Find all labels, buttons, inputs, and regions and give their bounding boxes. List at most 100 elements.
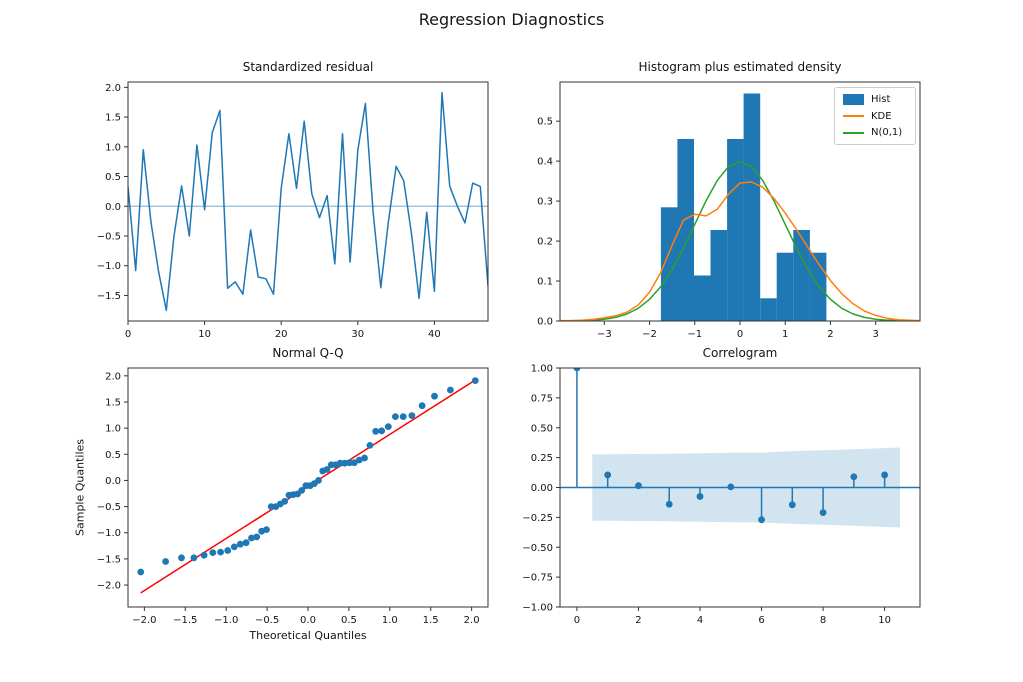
y-tick-label: −0.75 bbox=[522, 573, 553, 584]
residuals-series-group bbox=[128, 91, 488, 312]
qq-point bbox=[230, 543, 238, 551]
y-tick-label: 0.25 bbox=[531, 453, 553, 464]
y-tick-label: 0.0 bbox=[105, 202, 121, 213]
hist-bar bbox=[710, 230, 728, 321]
qq-point bbox=[350, 459, 358, 467]
qq-point bbox=[447, 386, 454, 394]
x-tick-label: −2.0 bbox=[132, 615, 156, 626]
acf-marker bbox=[881, 471, 889, 479]
acf-marker bbox=[727, 483, 735, 491]
qq-point bbox=[378, 427, 386, 435]
qq-point bbox=[392, 413, 399, 420]
qq-point bbox=[471, 377, 479, 384]
acf-marker bbox=[573, 368, 581, 372]
y-tick-label: 0.1 bbox=[537, 277, 553, 288]
x-tick-label: 2 bbox=[827, 329, 833, 340]
y-tick-label: 1.5 bbox=[105, 397, 121, 408]
correlogram-axes: 0 2 4 6 8 10 1.00 0.75 0.50 0.25 0.00 −0.25 −0.50 −0.… bbox=[522, 364, 921, 626]
qq-point bbox=[248, 534, 255, 542]
qq-point bbox=[162, 558, 170, 565]
x-tick-label: 1.5 bbox=[423, 615, 439, 626]
qq-point bbox=[137, 568, 145, 576]
qq-point bbox=[242, 539, 250, 547]
hist-bar bbox=[760, 298, 777, 321]
qq-point bbox=[298, 487, 306, 494]
y-tick-label: 2.0 bbox=[105, 83, 121, 94]
x-tick-label: 40 bbox=[428, 329, 441, 340]
y-tick-label: −1.0 bbox=[97, 528, 121, 539]
figure-title: Regression Diagnostics bbox=[418, 10, 605, 29]
x-tick-label: 2.0 bbox=[464, 615, 480, 626]
kde-curve bbox=[560, 181, 920, 321]
residual-series-line bbox=[128, 91, 488, 312]
y-tick-label: −0.5 bbox=[97, 502, 121, 513]
y-tick-label: −0.5 bbox=[97, 231, 121, 242]
correlogram-series-group bbox=[560, 368, 920, 528]
qq-point bbox=[224, 547, 232, 554]
normal-density-curve bbox=[560, 160, 920, 321]
histogram-legend: Hist KDE N(0,1) bbox=[834, 87, 916, 145]
x-tick-label: 0 bbox=[125, 329, 131, 340]
hist-bar bbox=[743, 93, 761, 321]
correlogram-plot-title: Correlogram bbox=[702, 346, 778, 360]
qq-point bbox=[178, 554, 185, 562]
hist-bar bbox=[793, 230, 810, 321]
y-tick-label: 1.5 bbox=[105, 113, 121, 124]
hist-bar bbox=[694, 275, 711, 321]
qq-point bbox=[253, 533, 261, 541]
residuals-axes: 0 10 20 30 40 2.0 1.5 1.0 0.5 0.0 −0.5 −1.0 −1.5 bbox=[97, 81, 489, 340]
x-tick-label: 10 bbox=[198, 329, 211, 340]
qq-point bbox=[236, 540, 244, 548]
qq-point bbox=[431, 392, 438, 400]
x-tick-label: 10 bbox=[878, 615, 891, 626]
y-tick-label: −1.00 bbox=[522, 603, 553, 614]
qq-point bbox=[263, 526, 270, 533]
qq-point bbox=[281, 498, 289, 505]
qq-y-axis-label: Sample Quantiles bbox=[73, 439, 87, 537]
hist-bar bbox=[677, 139, 694, 321]
x-tick-label: 6 bbox=[758, 615, 764, 626]
qq-point bbox=[323, 466, 331, 473]
x-tick-label: 1 bbox=[782, 329, 788, 340]
x-tick-label: 20 bbox=[275, 329, 288, 340]
qq-point bbox=[418, 402, 426, 410]
y-tick-label: 0.5 bbox=[105, 172, 121, 183]
legend-label-normal: N(0,1) bbox=[871, 127, 903, 139]
x-tick-label: 8 bbox=[820, 615, 826, 626]
y-tick-label: 0.0 bbox=[537, 317, 553, 328]
x-tick-label: −3 bbox=[597, 329, 612, 340]
legend-item-kde: KDE bbox=[843, 111, 915, 122]
x-tick-label: 4 bbox=[697, 615, 703, 626]
histogram-plot-title: Histogram plus estimated density bbox=[638, 60, 842, 74]
x-tick-label: −0.5 bbox=[255, 615, 279, 626]
acf-marker bbox=[819, 509, 827, 516]
legend-label-hist: Hist bbox=[871, 93, 891, 105]
y-tick-label: 0.00 bbox=[531, 483, 553, 494]
legend-item-hist: Hist bbox=[843, 93, 915, 105]
y-tick-label: −1.5 bbox=[97, 554, 121, 565]
qq-point bbox=[209, 549, 217, 556]
y-tick-label: 0.0 bbox=[105, 476, 121, 487]
acf-marker bbox=[850, 473, 858, 481]
acf-marker bbox=[788, 501, 796, 509]
histogram-series-group bbox=[560, 93, 920, 321]
qq-point bbox=[346, 459, 353, 467]
y-tick-label: 1.0 bbox=[105, 424, 121, 435]
x-tick-label: −1.0 bbox=[214, 615, 238, 626]
qq-point bbox=[372, 427, 380, 435]
x-tick-label: 0.0 bbox=[300, 615, 316, 626]
qq-point bbox=[217, 548, 225, 556]
histogram-axes: −3 −2 −1 0 1 2 3 0.0 0.1 0.2 0.3 0.4 0.5 bbox=[537, 81, 921, 340]
hist-bar bbox=[776, 252, 794, 321]
x-tick-label: 2 bbox=[635, 615, 641, 626]
x-tick-label: −1 bbox=[687, 329, 702, 340]
qq-x-axis-label: Theoretical Quantiles bbox=[249, 629, 367, 642]
x-tick-label: 0 bbox=[737, 329, 743, 340]
qq-point bbox=[190, 554, 198, 562]
qq-point bbox=[315, 477, 322, 484]
y-tick-label: 0.50 bbox=[531, 423, 553, 434]
y-tick-label: 0.5 bbox=[105, 450, 121, 461]
acf-marker bbox=[696, 493, 704, 500]
